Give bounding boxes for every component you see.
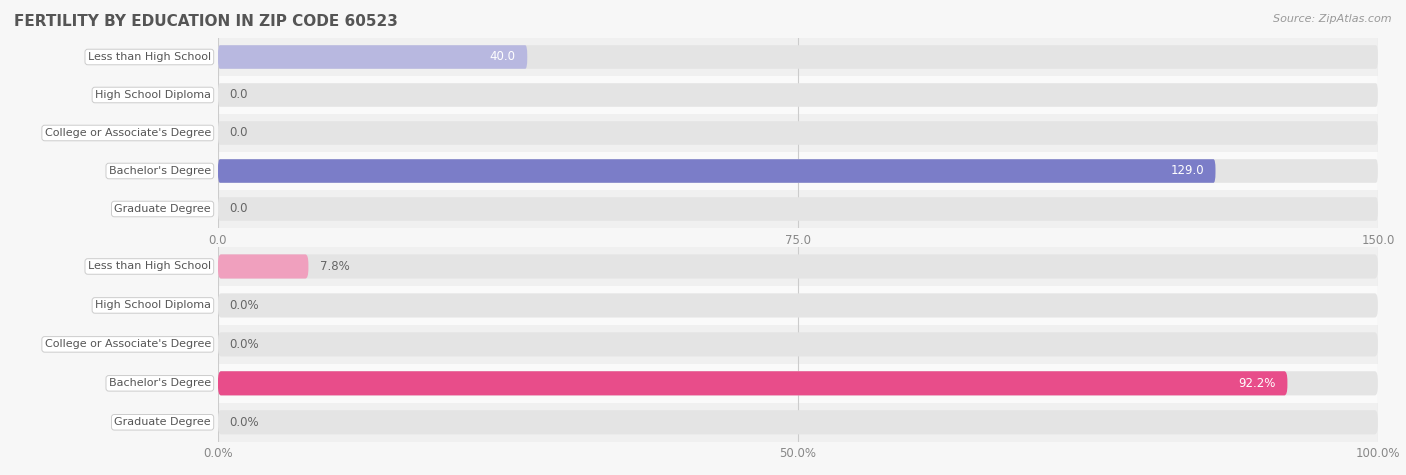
Text: 0.0: 0.0 [229,126,247,140]
FancyBboxPatch shape [218,332,1378,356]
FancyBboxPatch shape [218,410,1378,434]
Text: College or Associate's Degree: College or Associate's Degree [45,339,211,350]
Text: Less than High School: Less than High School [87,52,211,62]
FancyBboxPatch shape [218,371,1288,395]
Bar [218,76,1378,114]
Text: 40.0: 40.0 [489,50,516,64]
Text: High School Diploma: High School Diploma [94,90,211,100]
Text: 0.0%: 0.0% [229,299,259,312]
Bar [218,403,1378,442]
Text: 0.0: 0.0 [229,202,247,216]
Bar [218,152,1378,190]
Text: 92.2%: 92.2% [1239,377,1275,390]
FancyBboxPatch shape [218,159,1215,183]
Bar [218,190,1378,228]
FancyBboxPatch shape [218,197,1378,221]
Text: High School Diploma: High School Diploma [94,300,211,311]
FancyBboxPatch shape [218,255,1378,278]
Text: 0.0%: 0.0% [229,338,259,351]
FancyBboxPatch shape [218,159,1378,183]
Bar [218,286,1378,325]
FancyBboxPatch shape [218,83,1378,107]
FancyBboxPatch shape [218,371,1378,395]
Text: College or Associate's Degree: College or Associate's Degree [45,128,211,138]
FancyBboxPatch shape [218,121,1378,145]
Text: 129.0: 129.0 [1170,164,1204,178]
Bar [218,38,1378,76]
Bar [218,325,1378,364]
FancyBboxPatch shape [218,45,1378,69]
Text: Less than High School: Less than High School [87,261,211,272]
Text: Bachelor's Degree: Bachelor's Degree [108,378,211,389]
FancyBboxPatch shape [218,255,308,278]
FancyBboxPatch shape [218,294,1378,317]
Text: Graduate Degree: Graduate Degree [114,204,211,214]
Text: Bachelor's Degree: Bachelor's Degree [108,166,211,176]
Text: 7.8%: 7.8% [321,260,350,273]
Text: Source: ZipAtlas.com: Source: ZipAtlas.com [1274,14,1392,24]
Text: Graduate Degree: Graduate Degree [114,417,211,428]
Bar [218,364,1378,403]
FancyBboxPatch shape [218,45,527,69]
Bar [218,114,1378,152]
Text: 0.0: 0.0 [229,88,247,102]
Bar [218,247,1378,286]
Text: 0.0%: 0.0% [229,416,259,429]
Text: FERTILITY BY EDUCATION IN ZIP CODE 60523: FERTILITY BY EDUCATION IN ZIP CODE 60523 [14,14,398,29]
